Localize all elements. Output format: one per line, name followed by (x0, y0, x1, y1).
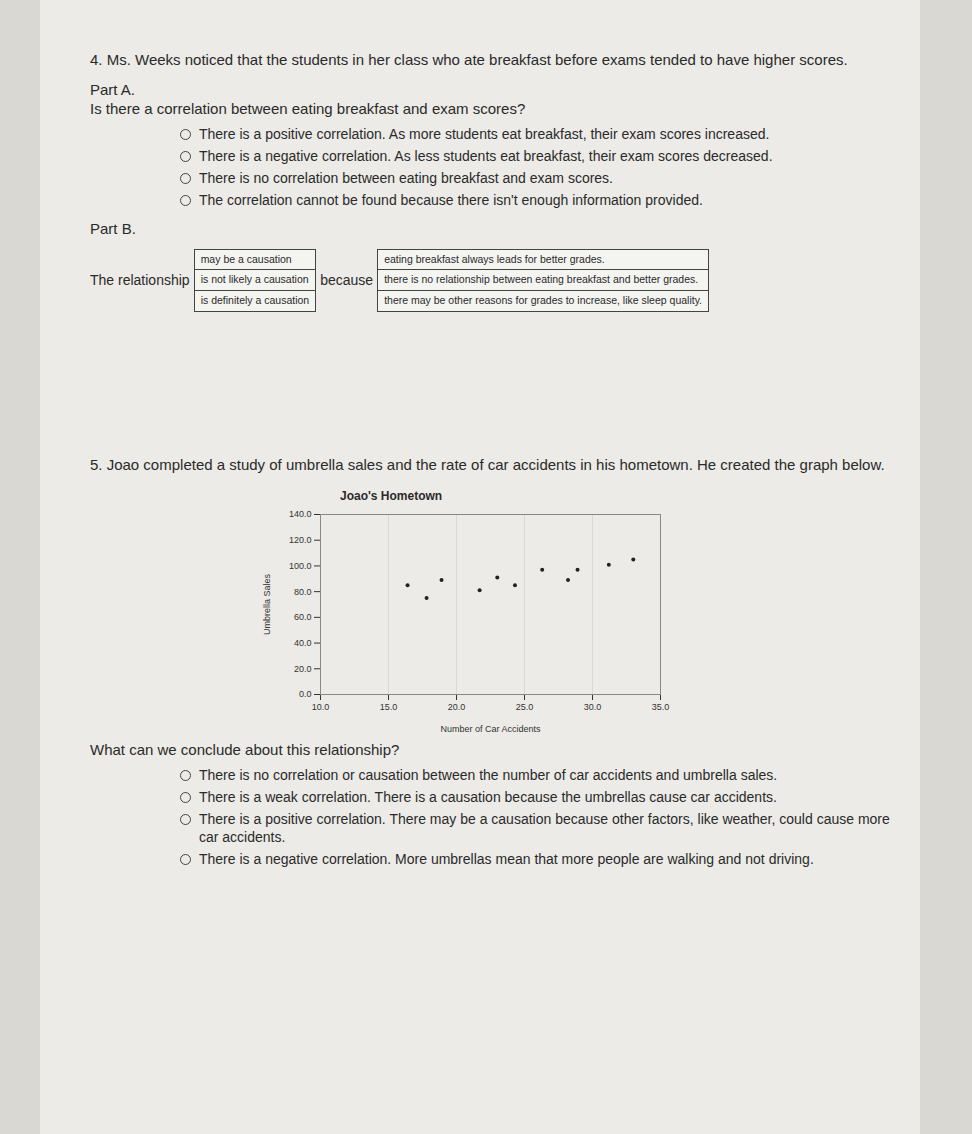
html-text:Part A.: Part A. (90, 80, 135, 98)
html-text:The relationship: The relationship (90, 272, 190, 289)
html-text:is definitely a causation: is definitely a causation (200, 294, 310, 306)
html-text:There is a positive correlatio: There is a positive correlation. As more… (199, 125, 770, 142)
html-text:There is a weak correlation. T: There is a weak correlation. There is a … (199, 788, 777, 805)
svg-text:Umbrella Sales: Umbrella Sales (262, 574, 272, 636)
svg-text:35.0: 35.0 (652, 702, 670, 712)
html-text:There is no correlation or cau: There is no correlation or causation bet… (199, 766, 778, 783)
html-text:There is a negative correlatio: There is a negative correlation. As less… (199, 147, 773, 164)
html-text:5. Joao completed a study of u: 5. Joao completed a study of umbrella sa… (90, 456, 885, 473)
svg-text:15.0: 15.0 (380, 702, 398, 712)
svg-text:140.0: 140.0 (289, 509, 312, 519)
html-text:There is a negative correlatio: There is a negative correlation. More um… (199, 851, 814, 868)
html-text:What can we conclude about thi: What can we conclude about this relation… (90, 741, 400, 759)
html-text:There is a positive correlatio: There is a positive correlation. There m… (199, 811, 890, 846)
html-text:There is no correlation betwee: There is no correlation between eating b… (199, 169, 613, 186)
html-text:there may be other reasons for: there may be other reasons for grades to… (384, 294, 702, 306)
svg-text:20.0: 20.0 (294, 664, 312, 674)
html-text:The correlation cannot be foun: The correlation cannot be found because … (199, 192, 703, 209)
html-text:Is there a correlation between: Is there a correlation between eating br… (90, 100, 526, 117)
svg-text:80.0: 80.0 (294, 587, 312, 597)
svg-text:0.0: 0.0 (299, 689, 312, 699)
svg-text:20.0: 20.0 (448, 702, 466, 712)
svg-text:10.0: 10.0 (312, 702, 330, 712)
html-text:4. Ms. Weeks noticed that the: 4. Ms. Weeks noticed that the students i… (90, 51, 848, 68)
svg-text:25.0: 25.0 (516, 702, 534, 712)
html-text:there is no relationship betwe: there is no relationship between eating … (384, 273, 699, 286)
html-text:eating breakfast always leads: eating breakfast always leads for better… (384, 252, 605, 265)
svg-text:100.0: 100.0 (289, 561, 312, 571)
svg-text:120.0: 120.0 (289, 535, 312, 545)
svg-text:60.0: 60.0 (294, 612, 312, 622)
svg-text:Number of Car Accidents: Number of Car Accidents (440, 724, 541, 734)
html-text:Part B.: Part B. (90, 220, 136, 238)
html-text:Joao's Hometown: Joao's Hometown (340, 488, 443, 503)
html-text:is not likely a causation: is not likely a causation (200, 273, 309, 286)
svg-text:30.0: 30.0 (584, 702, 602, 712)
html-text:may be a causation: may be a causation (200, 252, 292, 265)
html-text:because: because (320, 272, 374, 289)
svg-text:40.0: 40.0 (294, 638, 312, 648)
